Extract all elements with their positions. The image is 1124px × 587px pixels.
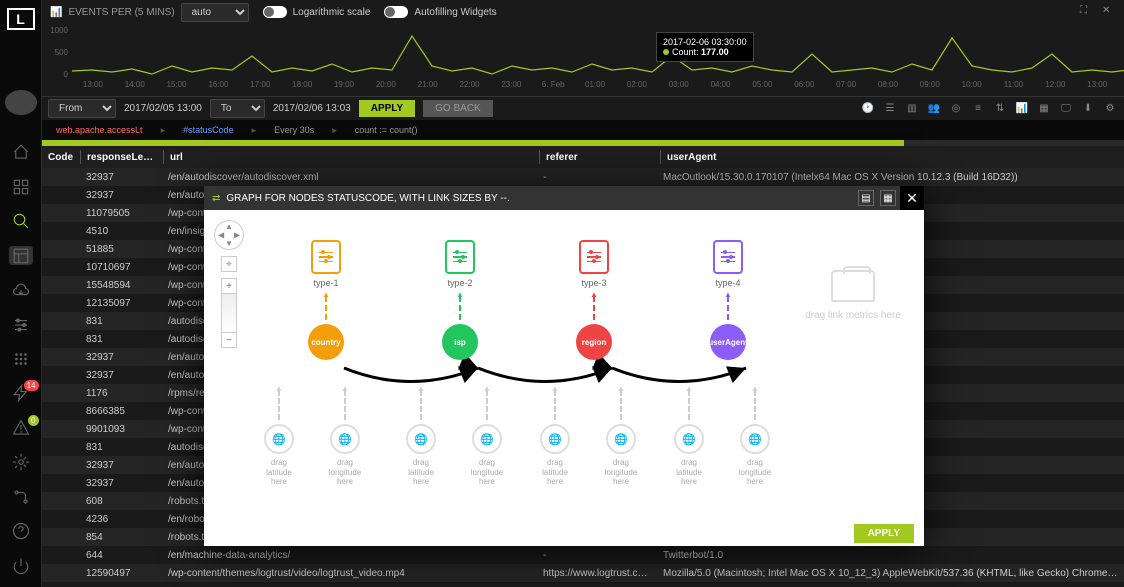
table-header: Code responseLength url referer userAgen… [42,146,1124,168]
from-date[interactable]: 2017/02/05 13:00 [124,103,202,114]
flow-node-isp[interactable]: type-2 isp 🌐drag latitude here 🌐drag lon… [400,240,520,360]
sparkline-chart: 1000 500 0 13:0014:0015:0016:0017:0018:0… [42,24,1124,94]
sort-icon[interactable]: ⇅ [992,101,1008,117]
inbox-icon [831,270,875,302]
screen-icon[interactable]: 🖵 [1058,101,1074,117]
top-bar: 📊 EVENTS PER (5 MINS) auto Logarithmic s… [42,0,1124,24]
y-axis: 1000 500 0 [42,24,72,79]
warn-badge: 0 [28,415,38,426]
pan-zoom-control: ▲▼ ◀▶ ⌖ + − [214,220,244,348]
goback-button[interactable]: GO BACK [423,100,493,117]
modal-footer: APPLY [204,520,924,546]
tag-count[interactable]: count := count() [347,123,426,137]
zoom-slider[interactable] [222,293,236,333]
table-row[interactable]: 32937/en/autodiscover/autodiscover.xml-M… [42,168,1124,186]
chart-icon: 📊 [50,7,62,18]
modal-body: ▲▼ ◀▶ ⌖ + − type-1 country 🌐drag latitud… [204,210,924,520]
graph-icon: ⇄ [212,193,220,204]
people-icon[interactable]: 👥 [926,101,942,117]
nav-power-icon[interactable] [9,557,33,575]
history-icon[interactable]: 🕐 [860,101,876,117]
nav-search-icon[interactable] [9,212,33,230]
tag-status[interactable]: #statusCode [175,123,242,137]
columns-icon[interactable]: ▥ [904,101,920,117]
filter-bar: From 2017/02/05 13:00 To 2017/02/06 13:0… [42,96,1124,120]
from-select[interactable]: From [48,99,116,118]
gear-icon[interactable]: ⚙ [1102,101,1118,117]
pan-circle[interactable]: ▲▼ ◀▶ [214,220,244,250]
nav-flow-icon[interactable] [9,488,33,506]
download-icon[interactable]: ⬇ [1080,101,1096,117]
nav-grid-icon[interactable] [9,350,33,368]
sparkline-svg [72,26,1124,78]
nav-cloud-icon[interactable] [9,281,33,299]
apply-button[interactable]: APPLY [359,100,415,117]
nav-layout-icon[interactable] [9,246,33,264]
chart-tooltip: 2017-02-06 03:30:00 Count: 177.00 [656,32,754,62]
flash-badge: 14 [24,380,39,391]
logo[interactable]: L [7,8,35,30]
tag-interval[interactable]: Every 30s [266,123,322,137]
close-icon[interactable]: ✕ [1102,5,1116,19]
modal-close-button[interactable]: ✕ [900,186,924,210]
modal-opt2-icon[interactable]: ▦ [880,190,896,206]
list-icon[interactable]: ☰ [882,101,898,117]
nav-flash-icon[interactable]: 14 [9,384,33,402]
nav-dashboard-icon[interactable] [9,178,33,196]
drop-metrics-area[interactable]: drag link metrics here [798,270,908,321]
modal-opt1-icon[interactable]: ▤ [858,190,874,206]
flow-node-userAgent[interactable]: type-4 userAgent 🌐drag latitude here 🌐dr… [668,240,788,360]
target-icon[interactable]: ◎ [948,101,964,117]
events-label: EVENTS PER (5 MINS) [68,7,174,18]
expand-icon[interactable]: ⛶ [1080,5,1094,19]
flow-node-region[interactable]: type-3 region 🌐drag latitude here 🌐drag … [534,240,654,360]
left-sidebar: L 14 0 [0,0,42,587]
nav-sliders-icon[interactable] [9,315,33,333]
flow-node-country[interactable]: type-1 country 🌐drag latitude here 🌐drag… [266,240,386,360]
reset-icon[interactable]: ⌖ [221,256,237,272]
bars-icon[interactable]: ≡ [970,101,986,117]
modal-apply-button[interactable]: APPLY [854,524,914,543]
scale-select[interactable]: auto [181,3,249,22]
zoom-in-button[interactable]: + [222,279,236,293]
tags-bar: web.apache.accessLt ▸ #statusCode ▸ Ever… [42,120,1124,140]
modal-header: ⇄ GRAPH FOR NODES STATUSCODE, WITH LINK … [204,186,924,210]
table-row[interactable]: 644/en/machine-data-analytics/-Twitterbo… [42,546,1124,564]
x-axis: 13:0014:0015:0016:0017:0018:0019:0020:00… [72,80,1118,94]
to-date[interactable]: 2017/02/06 13:03 [273,103,351,114]
zoom-out-button[interactable]: − [222,333,236,347]
nav-home-icon[interactable] [9,143,33,161]
grid-icon[interactable]: ▦ [1036,101,1052,117]
nav-warn-icon[interactable]: 0 [9,419,33,437]
nav-gear-icon[interactable] [9,453,33,471]
tag-source[interactable]: web.apache.accessLt [48,123,151,137]
avatar[interactable] [5,90,37,115]
nav-help-icon[interactable] [9,522,33,540]
table-row[interactable]: 12590497/wp-content/themes/logtrust/vide… [42,564,1124,582]
graph-modal: ⇄ GRAPH FOR NODES STATUSCODE, WITH LINK … [204,186,924,546]
chart-icon[interactable]: 📊 [1014,101,1030,117]
to-select[interactable]: To [210,99,265,118]
autofill-toggle[interactable]: Autofilling Widgets [384,6,496,18]
log-toggle[interactable]: Logarithmic scale [263,6,371,18]
modal-title: GRAPH FOR NODES STATUSCODE, WITH LINK SI… [226,193,509,204]
